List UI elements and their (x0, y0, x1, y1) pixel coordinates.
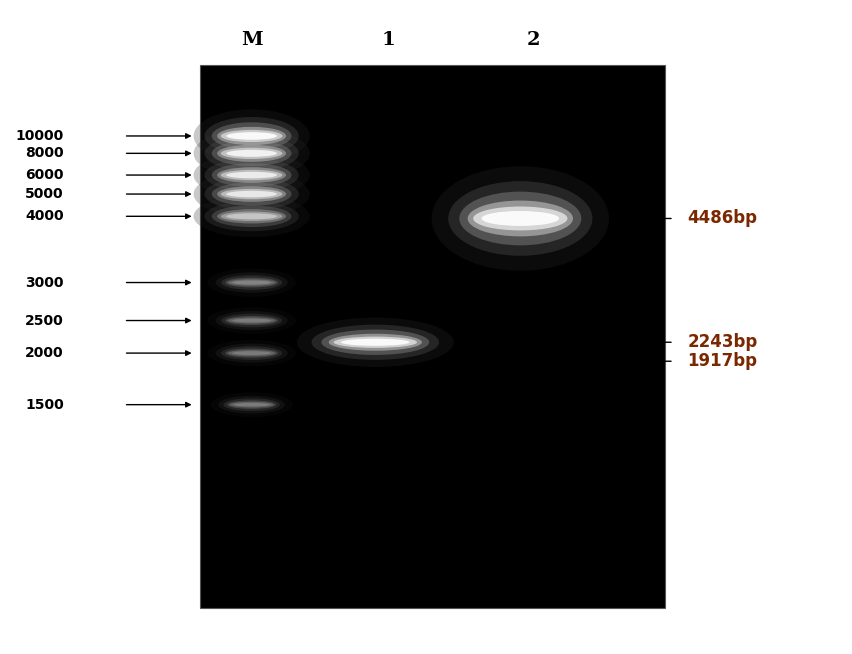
Ellipse shape (221, 130, 282, 142)
Ellipse shape (431, 166, 608, 271)
Ellipse shape (217, 209, 285, 224)
Ellipse shape (225, 278, 278, 287)
Ellipse shape (193, 152, 309, 198)
Ellipse shape (333, 337, 417, 348)
Ellipse shape (210, 392, 292, 417)
Ellipse shape (328, 334, 422, 351)
Ellipse shape (211, 122, 291, 150)
Ellipse shape (225, 316, 278, 325)
Ellipse shape (216, 343, 287, 362)
Ellipse shape (223, 398, 279, 411)
Text: 6000: 6000 (26, 168, 64, 182)
Ellipse shape (226, 191, 277, 198)
Ellipse shape (218, 396, 285, 413)
Ellipse shape (204, 159, 298, 192)
Text: 1: 1 (381, 31, 394, 49)
Ellipse shape (233, 403, 269, 406)
Text: 1500: 1500 (26, 398, 64, 411)
Ellipse shape (204, 117, 298, 155)
Ellipse shape (193, 171, 309, 217)
Ellipse shape (458, 192, 581, 245)
Bar (200, 65, 665, 608)
Ellipse shape (227, 350, 275, 356)
Ellipse shape (217, 127, 285, 145)
Ellipse shape (296, 318, 453, 367)
Ellipse shape (221, 170, 282, 181)
Ellipse shape (232, 351, 271, 355)
Ellipse shape (226, 150, 277, 157)
Text: 3000: 3000 (26, 275, 64, 290)
Ellipse shape (193, 109, 309, 163)
Ellipse shape (211, 182, 291, 206)
Ellipse shape (211, 141, 291, 166)
Ellipse shape (226, 213, 277, 219)
Ellipse shape (216, 311, 287, 330)
Ellipse shape (221, 148, 282, 159)
Text: 1917bp: 1917bp (687, 353, 757, 370)
Text: 8000: 8000 (26, 146, 64, 160)
Text: 10000: 10000 (15, 129, 64, 143)
Ellipse shape (211, 164, 291, 187)
Text: M: M (240, 31, 262, 49)
Text: 4486bp: 4486bp (687, 209, 757, 228)
Ellipse shape (211, 205, 291, 227)
Ellipse shape (217, 186, 285, 202)
Ellipse shape (207, 340, 296, 366)
Text: 2000: 2000 (26, 346, 64, 360)
Ellipse shape (467, 201, 573, 236)
Ellipse shape (226, 132, 277, 140)
Ellipse shape (311, 324, 439, 360)
Ellipse shape (207, 307, 296, 334)
Ellipse shape (232, 281, 271, 284)
Ellipse shape (227, 317, 275, 324)
Ellipse shape (193, 129, 309, 178)
Ellipse shape (221, 189, 282, 199)
Ellipse shape (227, 279, 275, 286)
Ellipse shape (225, 349, 278, 358)
Ellipse shape (204, 201, 298, 232)
Ellipse shape (217, 145, 285, 162)
Ellipse shape (204, 178, 298, 211)
Ellipse shape (221, 346, 282, 360)
Ellipse shape (226, 172, 277, 179)
Text: 5000: 5000 (26, 187, 64, 201)
Ellipse shape (204, 135, 298, 171)
Ellipse shape (193, 196, 309, 237)
Ellipse shape (341, 339, 409, 346)
Ellipse shape (448, 181, 592, 256)
Ellipse shape (230, 402, 273, 407)
Text: 2500: 2500 (26, 313, 64, 328)
Ellipse shape (221, 211, 282, 221)
Ellipse shape (221, 314, 282, 328)
Ellipse shape (207, 268, 296, 297)
Ellipse shape (481, 211, 559, 226)
Text: 2243bp: 2243bp (687, 334, 757, 351)
Ellipse shape (473, 207, 567, 230)
Ellipse shape (227, 400, 276, 409)
Ellipse shape (232, 318, 271, 322)
Ellipse shape (321, 330, 429, 355)
Text: 4000: 4000 (26, 209, 64, 223)
Ellipse shape (221, 275, 282, 290)
Text: 2: 2 (526, 31, 539, 49)
Ellipse shape (216, 272, 287, 293)
Ellipse shape (217, 167, 285, 183)
